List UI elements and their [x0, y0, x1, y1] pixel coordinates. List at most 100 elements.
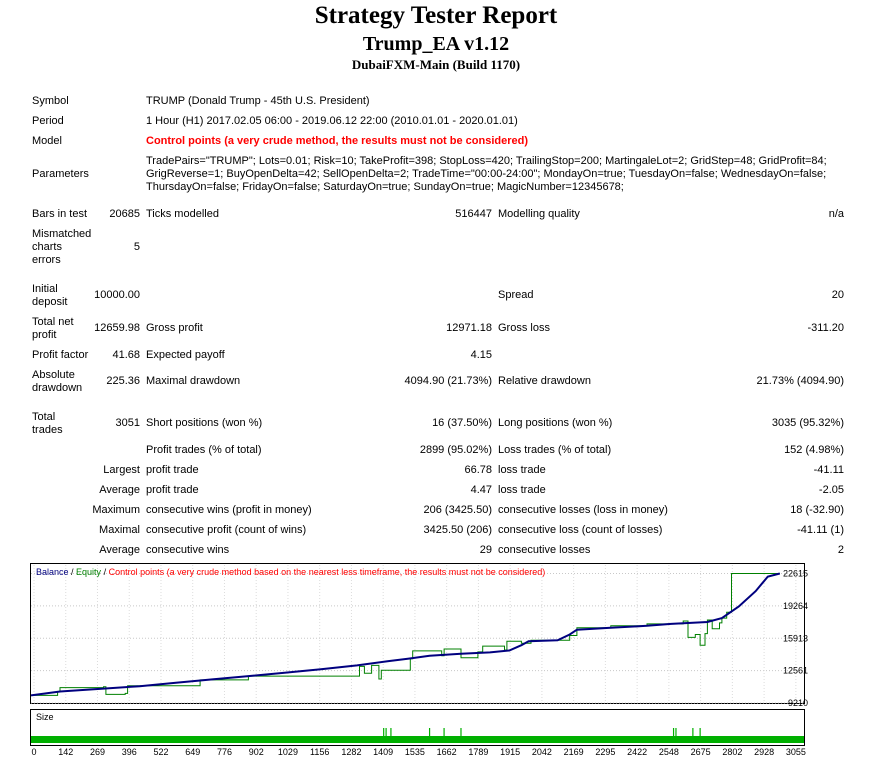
parameters-line: ThursdayOn=false; FridayOn=false; Saturd… — [146, 181, 624, 193]
spread-value: 20 — [831, 289, 844, 301]
symbol-label: Symbol — [32, 95, 69, 107]
expected-payoff-value: 4.15 — [470, 349, 492, 361]
model-value: Control points (a very crude method, the… — [146, 135, 528, 147]
parameters-label: Parameters — [32, 168, 89, 180]
quality-value: n/a — [828, 208, 844, 220]
max-consec-losses-label: consecutive losses (loss in money) — [498, 504, 668, 516]
profit-factor-value: 41.68 — [112, 349, 140, 361]
x-tick-label: 2548 — [659, 747, 679, 757]
largest-loss-label: loss trade — [498, 464, 546, 476]
x-tick-label: 1409 — [373, 747, 393, 757]
equity-series-line — [31, 573, 780, 696]
total-trades-value: 3051 — [115, 417, 140, 429]
symbol-value: TRUMP (Donald Trump - 45th U.S. Presiden… — [146, 95, 370, 107]
x-tick-label: 2928 — [754, 747, 774, 757]
x-tick-label: 776 — [217, 747, 232, 757]
y-tick-label: 22615 — [783, 569, 808, 579]
net-profit-label: Total net — [32, 316, 74, 328]
net-profit-label: profit — [32, 329, 57, 341]
x-tick-label: 1662 — [437, 747, 457, 757]
largest-loss-value: -41.11 — [813, 464, 844, 476]
short-positions-label: Short positions (won %) — [146, 417, 263, 429]
max-consec-profit-label: consecutive profit (count of wins) — [146, 524, 307, 536]
max-consec-profit-value: 3425.50 (206) — [423, 524, 493, 536]
mismatch-value: 5 — [133, 241, 140, 253]
x-tick-label: 1029 — [278, 747, 298, 757]
maximal-label: Maximal — [99, 524, 140, 536]
largest-profit-label: profit trade — [146, 464, 199, 476]
long-positions-label: Long positions (won %) — [498, 417, 613, 429]
average-profit-label: profit trade — [146, 484, 199, 496]
mismatch-label: Mismatched — [32, 228, 92, 240]
size-spikes — [383, 728, 701, 737]
total-trades-label: trades — [32, 424, 63, 436]
average-loss-value: -2.05 — [818, 484, 844, 496]
loss-trades-label: Loss trades (% of total) — [498, 444, 612, 456]
ticks-value: 516447 — [455, 208, 492, 220]
max-drawdown-value: 4094.90 (21.73%) — [404, 375, 492, 387]
x-tick-label: 1535 — [405, 747, 425, 757]
x-tick-label: 142 — [58, 747, 73, 757]
deposit-value: 10000.00 — [94, 289, 140, 301]
y-tick-label: 12561 — [783, 666, 808, 676]
x-tick-label: 1282 — [341, 747, 361, 757]
model-label: Model — [32, 135, 62, 147]
x-tick-label: 1156 — [310, 747, 329, 757]
x-tick-label: 3055 — [786, 747, 806, 757]
ea-name: Trump_EA v1.12 — [362, 33, 510, 55]
long-positions-value: 3035 (95.32%) — [771, 417, 844, 429]
rel-drawdown-label: Relative drawdown — [498, 375, 591, 387]
x-tick-label: 902 — [249, 747, 264, 757]
x-tick-label: 269 — [90, 747, 105, 757]
y-tick-label: 9210 — [788, 698, 808, 708]
size-label: Size — [36, 712, 54, 722]
x-tick-label: 2802 — [722, 747, 742, 757]
size-bar — [31, 736, 804, 743]
server-build: DubaiFXM-Main (Build 1170) — [351, 57, 521, 72]
maximum-label: Maximum — [92, 504, 140, 516]
x-tick-label: 2042 — [532, 747, 552, 757]
avg-consec-losses-label: consecutive losses — [498, 544, 591, 556]
total-trades-label: Total — [32, 411, 56, 423]
bars-value: 20685 — [109, 208, 140, 220]
max-consec-wins-value: 206 (3425.50) — [423, 504, 493, 516]
bars-label: Bars in test — [32, 208, 88, 220]
x-tick-label: 1915 — [500, 747, 520, 757]
average-loss-label: loss trade — [498, 484, 546, 496]
largest-profit-value: 66.78 — [464, 464, 492, 476]
x-tick-label: 522 — [153, 747, 168, 757]
abs-drawdown-label: Absolute — [32, 369, 75, 381]
avg-consec-losses-value: 2 — [837, 544, 844, 556]
avg-consec-wins-label: consecutive wins — [146, 544, 230, 556]
parameters-line: TradePairs="TRUMP"; Lots=0.01; Risk=10; … — [146, 155, 827, 167]
max-consec-loss-label: consecutive loss (count of losses) — [498, 524, 663, 536]
period-label: Period — [32, 115, 64, 127]
ticks-label: Ticks modelled — [146, 208, 219, 220]
gross-loss-value: -311.20 — [807, 322, 845, 334]
avg-consec-wins-value: 29 — [479, 544, 492, 556]
largest-label: Largest — [103, 464, 140, 476]
balance-equity-chart: Balance / Equity / Control points (a ver… — [30, 563, 808, 757]
x-tick-label: 396 — [122, 747, 137, 757]
main-plot-frame — [30, 563, 805, 704]
x-tick-label: 2675 — [691, 747, 711, 757]
profit-trades-value: 2899 (95.02%) — [419, 444, 492, 456]
legend-balance: Balance — [36, 567, 69, 577]
abs-drawdown-label: drawdown — [32, 382, 83, 394]
vertical-gridlines — [33, 565, 797, 703]
average-profit-value: 4.47 — [470, 484, 492, 496]
legend-equity: Equity — [76, 567, 102, 577]
x-tick-label: 2295 — [595, 747, 615, 757]
average-label: Average — [99, 544, 140, 556]
average-label: Average — [99, 484, 140, 496]
loss-trades-value: 152 (4.98%) — [784, 444, 844, 456]
gross-loss-label: Gross loss — [498, 322, 550, 334]
max-consec-loss-value: -41.11 (1) — [797, 524, 844, 536]
x-axis-ticks: 0 142 269 396 522 649 776 902 1029 1156 1282 1409 15… — [31, 747, 805, 757]
expected-payoff-label: Expected payoff — [146, 349, 225, 361]
y-tick-label: 15913 — [783, 633, 808, 643]
profit-factor-label: Profit factor — [32, 349, 89, 361]
y-axis-ticks: 22615 19264 15913 12561 9210 — [783, 569, 808, 708]
spread-label: Spread — [498, 289, 534, 301]
x-tick-label: 2169 — [564, 747, 584, 757]
